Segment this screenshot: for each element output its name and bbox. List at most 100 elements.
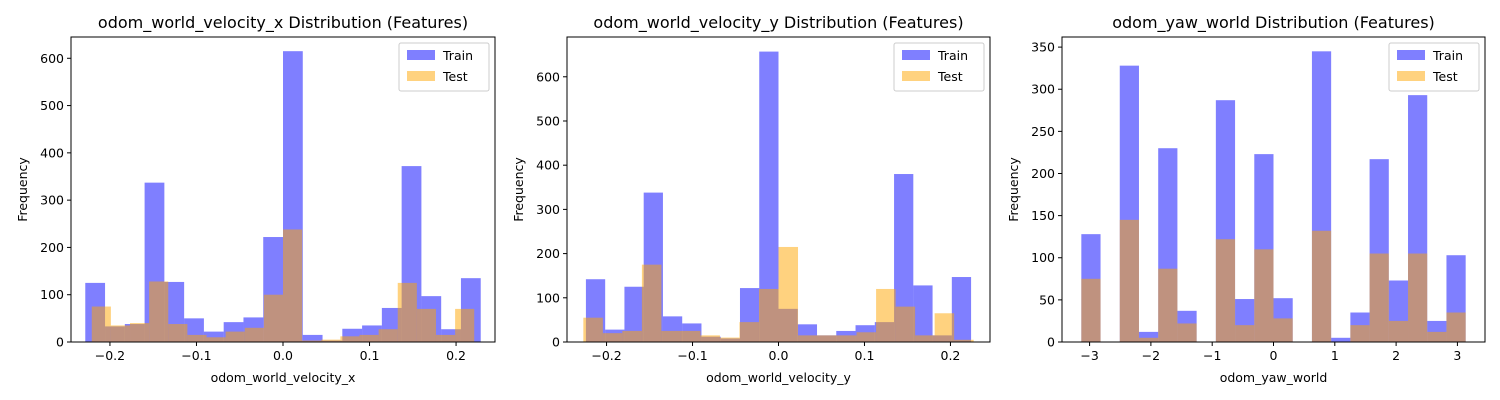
bar-test-8 xyxy=(1235,325,1255,342)
ticks-layer: −3 −2 −1 0 1 2 3 0 50 100 150 200 250 300 350 xyxy=(1031,40,1461,363)
bar-test-14 xyxy=(856,332,877,342)
bar-test-5 xyxy=(187,334,207,342)
bar-test-7 xyxy=(1215,239,1236,342)
velocity-y-histogram-panel: odom_world_velocity_y Distribution (Feat… xyxy=(511,13,991,385)
bar-test-15 xyxy=(876,288,896,342)
bar-test-5 xyxy=(1177,323,1197,342)
bar-train-9 xyxy=(759,51,779,343)
y-tick-label: 200 xyxy=(536,246,560,261)
bar-test-17 xyxy=(1408,253,1428,342)
x-tick-label: 2 xyxy=(1392,348,1400,363)
bar-test-16 xyxy=(397,282,417,342)
x-tick-label: 0.0 xyxy=(273,348,293,363)
bar-test-12 xyxy=(321,339,341,342)
bar-test-7 xyxy=(225,331,245,342)
bar-test-1 xyxy=(602,333,623,342)
bar-test-18 xyxy=(435,334,456,342)
legend-swatch-test xyxy=(902,71,930,81)
legend-label-test: Test xyxy=(1432,69,1458,84)
legend: Train Test xyxy=(398,42,490,92)
legend-label-train: Train xyxy=(937,48,968,63)
ticks-layer: −0.2 −0.1 0.0 0.1 0.2 0 100 200 300 400 500 600 xyxy=(40,51,466,363)
x-tick-label: −2 xyxy=(1142,348,1160,363)
bar-test-5 xyxy=(680,330,701,342)
x-tick-label: 3 xyxy=(1453,348,1461,363)
x-tick-label: 0.0 xyxy=(769,348,789,363)
bar-test-16 xyxy=(895,306,916,342)
bar-test-6 xyxy=(700,335,720,342)
bar-test-15 xyxy=(378,329,398,342)
legend-swatch-train xyxy=(407,50,435,60)
bar-test-17 xyxy=(915,335,935,342)
x-tick-label: −1 xyxy=(1203,348,1221,363)
bar-test-10 xyxy=(1273,318,1293,342)
bar-test-19 xyxy=(455,308,475,342)
bar-train-3 xyxy=(1138,331,1159,342)
x-axis-label: odom_yaw_world xyxy=(1220,370,1328,385)
ticks-layer: −0.2 −0.1 0.0 0.1 0.2 0 100 200 300 400 500 600 xyxy=(536,69,960,363)
y-tick-label: 0 xyxy=(56,335,64,350)
bar-train-2 xyxy=(624,286,644,342)
bar-test-15 xyxy=(1369,253,1389,342)
legend-swatch-test xyxy=(1397,71,1425,81)
y-tick-label: 100 xyxy=(1031,250,1055,265)
y-tick-label: 500 xyxy=(536,113,560,128)
bar-test-14 xyxy=(359,334,379,342)
bar-test-3 xyxy=(641,264,662,342)
x-tick-label: −0.2 xyxy=(95,348,125,363)
x-tick-label: 0 xyxy=(1270,348,1278,363)
bar-test-6 xyxy=(206,337,226,342)
y-tick-label: 300 xyxy=(40,193,64,208)
bar-train-17 xyxy=(913,285,933,342)
bar-train-13 xyxy=(1331,337,1351,342)
y-tick-label: 150 xyxy=(1031,208,1055,223)
bar-test-2 xyxy=(1119,219,1139,342)
legend-swatch-test xyxy=(407,71,435,81)
y-tick-label: 0 xyxy=(552,335,560,350)
bar-test-4 xyxy=(1158,268,1178,342)
legend: Train Test xyxy=(1388,42,1480,92)
yaw-histogram-panel: odom_yaw_world Distribution (Features) o… xyxy=(1006,13,1486,385)
bar-test-8 xyxy=(739,322,759,342)
bar-test-7 xyxy=(719,337,740,342)
y-tick-label: 600 xyxy=(536,69,560,84)
x-tick-label: 0.2 xyxy=(446,348,466,363)
y-tick-label: 300 xyxy=(536,202,560,217)
y-tick-label: 250 xyxy=(1031,124,1055,139)
x-axis-label: odom_world_velocity_y xyxy=(706,370,851,385)
bar-test-3 xyxy=(1138,337,1159,342)
x-tick-label: −0.2 xyxy=(591,348,621,363)
x-tick-label: 0.1 xyxy=(855,348,875,363)
bar-test-12 xyxy=(1311,230,1332,342)
chart-title: odom_world_velocity_x Distribution (Feat… xyxy=(98,13,468,33)
bar-test-16 xyxy=(1388,320,1409,342)
bar-test-13 xyxy=(837,335,857,342)
y-tick-label: 200 xyxy=(1031,166,1055,181)
bar-train-11 xyxy=(302,334,323,342)
bar-train-6 xyxy=(203,331,224,342)
bar-test-4 xyxy=(661,330,681,342)
x-tick-label: −0.1 xyxy=(677,348,707,363)
plot-frame xyxy=(1061,36,1486,343)
bar-test-17 xyxy=(416,308,436,342)
bar-test-2 xyxy=(622,330,642,342)
bar-test-12 xyxy=(817,335,838,342)
x-axis-label: odom_world_velocity_x xyxy=(211,370,356,385)
bar-test-11 xyxy=(302,340,322,342)
bars-layer xyxy=(85,51,481,343)
bar-test-10 xyxy=(778,246,799,342)
legend-swatch-train xyxy=(902,50,930,60)
bar-test-11 xyxy=(798,335,818,342)
y-tick-label: 350 xyxy=(1031,40,1055,55)
velocity-x-histogram-panel: odom_world_velocity_x Distribution (Feat… xyxy=(15,13,496,385)
y-tick-label: 100 xyxy=(40,287,64,302)
legend-label-test: Test xyxy=(442,69,468,84)
legend-label-train: Train xyxy=(442,48,473,63)
y-tick-label: 400 xyxy=(536,158,560,173)
y-axis-label: Frequency xyxy=(15,157,30,222)
bar-test-8 xyxy=(244,327,264,342)
bar-test-9 xyxy=(263,294,283,342)
bar-test-19 xyxy=(954,339,974,342)
legend-label-train: Train xyxy=(1432,48,1463,63)
